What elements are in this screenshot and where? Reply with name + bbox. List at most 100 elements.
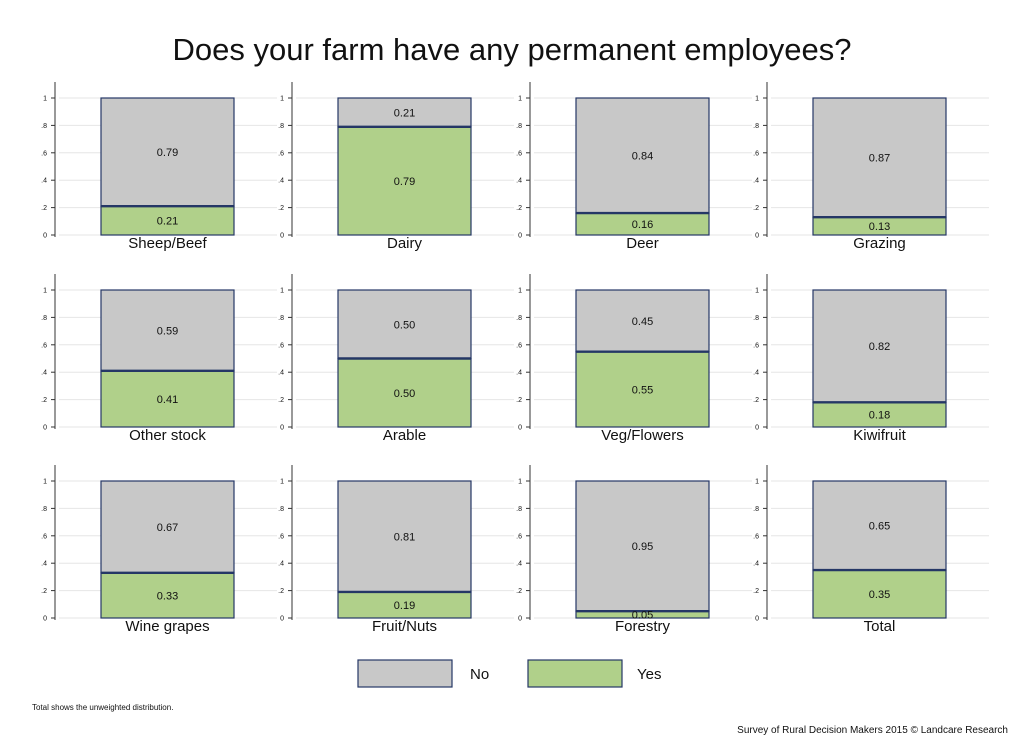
data-label-no-total: 0.65 <box>869 521 890 533</box>
y-tick-label: 1 <box>518 96 522 103</box>
data-label-yes-forestry: 0.05 <box>632 610 653 622</box>
y-tick-label: 0 <box>755 616 759 623</box>
data-label-no-sheep-beef: 0.79 <box>157 147 178 159</box>
y-tick-label: 0 <box>518 616 522 623</box>
y-tick-label: .6 <box>516 533 522 540</box>
y-tick-label: .8 <box>278 123 284 130</box>
bar-yes-arable <box>337 357 472 428</box>
bar-no-arable <box>337 289 472 360</box>
y-tick-label: 1 <box>755 479 759 486</box>
data-label-no-forestry: 0.95 <box>632 541 653 553</box>
y-tick-label: .2 <box>41 588 47 595</box>
data-label-yes-other-stock: 0.41 <box>157 394 178 406</box>
bar-no-fruit-nuts <box>337 480 472 593</box>
data-label-no-grazing: 0.87 <box>869 153 890 165</box>
y-tick-label: 1 <box>518 288 522 295</box>
data-label-no-wine-grapes: 0.67 <box>157 522 178 534</box>
y-tick-label: .6 <box>753 150 759 157</box>
data-label-no-arable: 0.50 <box>394 319 415 331</box>
y-tick-label: .8 <box>41 123 47 130</box>
y-tick-label: .6 <box>41 533 47 540</box>
footnote: Total shows the unweighted distribution. <box>32 703 173 712</box>
bar-no-wine-grapes <box>100 480 235 574</box>
y-tick-label: 1 <box>280 96 284 103</box>
y-tick-label: .4 <box>41 561 47 568</box>
y-tick-label: .8 <box>516 315 522 322</box>
y-tick-label: .8 <box>753 123 759 130</box>
y-tick-label: .2 <box>278 205 284 212</box>
panel-label-wine-grapes: Wine grapes <box>125 618 209 635</box>
y-tick-label: .4 <box>753 561 759 568</box>
data-label-yes-total: 0.35 <box>869 589 890 601</box>
y-tick-label: 0 <box>280 616 284 623</box>
panel-label-grazing: Grazing <box>853 235 906 252</box>
data-label-no-veg-flowers: 0.45 <box>632 316 653 328</box>
y-tick-label: .4 <box>278 178 284 185</box>
y-tick-label: .8 <box>753 315 759 322</box>
panel-label-deer: Deer <box>626 235 659 252</box>
data-label-no-other-stock: 0.59 <box>157 325 178 337</box>
chart-title: Does your farm have any permanent employ… <box>173 32 852 67</box>
y-tick-label: .6 <box>516 150 522 157</box>
data-label-yes-arable: 0.50 <box>394 388 415 400</box>
y-tick-label: 1 <box>43 479 47 486</box>
credit: Survey of Rural Decision Makers 2015 © L… <box>737 725 1008 736</box>
y-tick-label: .4 <box>753 370 759 377</box>
y-tick-label: .6 <box>753 533 759 540</box>
y-tick-label: .4 <box>516 178 522 185</box>
y-tick-label: .4 <box>278 561 284 568</box>
y-tick-label: 1 <box>755 96 759 103</box>
y-tick-label: .6 <box>41 150 47 157</box>
y-tick-label: .4 <box>41 178 47 185</box>
y-tick-label: 0 <box>43 616 47 623</box>
bar-no-dairy <box>337 97 472 128</box>
data-label-no-dairy: 0.21 <box>394 107 415 119</box>
y-tick-label: .4 <box>753 178 759 185</box>
legend-label-yes: Yes <box>637 666 661 683</box>
y-tick-label: .2 <box>753 397 759 404</box>
bar-yes-sheep-beef <box>100 205 235 236</box>
y-tick-label: .6 <box>278 150 284 157</box>
panel-label-veg-flowers: Veg/Flowers <box>601 427 684 444</box>
y-tick-label: .6 <box>278 533 284 540</box>
data-label-no-deer: 0.84 <box>632 151 653 163</box>
bar-yes-fruit-nuts <box>337 591 472 619</box>
panel-label-arable: Arable <box>383 427 426 444</box>
y-tick-label: .2 <box>516 588 522 595</box>
y-tick-label: 0 <box>518 425 522 432</box>
panel-label-fruit-nuts: Fruit/Nuts <box>372 618 437 635</box>
y-tick-label: .6 <box>41 342 47 349</box>
panel-label-other-stock: Other stock <box>129 427 206 444</box>
y-tick-label: .6 <box>753 342 759 349</box>
panel-label-sheep-beef: Sheep/Beef <box>128 235 207 252</box>
y-tick-label: .2 <box>516 205 522 212</box>
data-label-no-fruit-nuts: 0.81 <box>394 531 415 543</box>
legend-label-no: No <box>470 666 489 683</box>
y-tick-label: 0 <box>43 233 47 240</box>
panel-label-kiwifruit: Kiwifruit <box>853 427 906 444</box>
y-tick-label: 1 <box>755 288 759 295</box>
bar-no-deer <box>575 97 710 214</box>
y-tick-label: .8 <box>516 506 522 513</box>
y-tick-label: 0 <box>755 233 759 240</box>
bar-no-sheep-beef <box>100 97 235 207</box>
bar-no-grazing <box>812 97 947 218</box>
bar-yes-other-stock <box>100 370 235 428</box>
panel-label-total: Total <box>864 618 896 635</box>
y-tick-label: .2 <box>753 588 759 595</box>
panel-label-dairy: Dairy <box>387 235 423 252</box>
y-tick-label: .8 <box>41 315 47 322</box>
y-tick-label: .8 <box>278 315 284 322</box>
data-label-yes-dairy: 0.79 <box>394 176 415 188</box>
y-tick-label: 1 <box>280 288 284 295</box>
bar-no-veg-flowers <box>575 289 710 353</box>
y-tick-label: .8 <box>41 506 47 513</box>
y-tick-label: .4 <box>516 370 522 377</box>
y-tick-label: .4 <box>516 561 522 568</box>
y-tick-label: .8 <box>753 506 759 513</box>
y-tick-label: .2 <box>41 205 47 212</box>
legend-swatch-yes <box>527 659 623 688</box>
legend-swatch-no <box>357 659 453 688</box>
